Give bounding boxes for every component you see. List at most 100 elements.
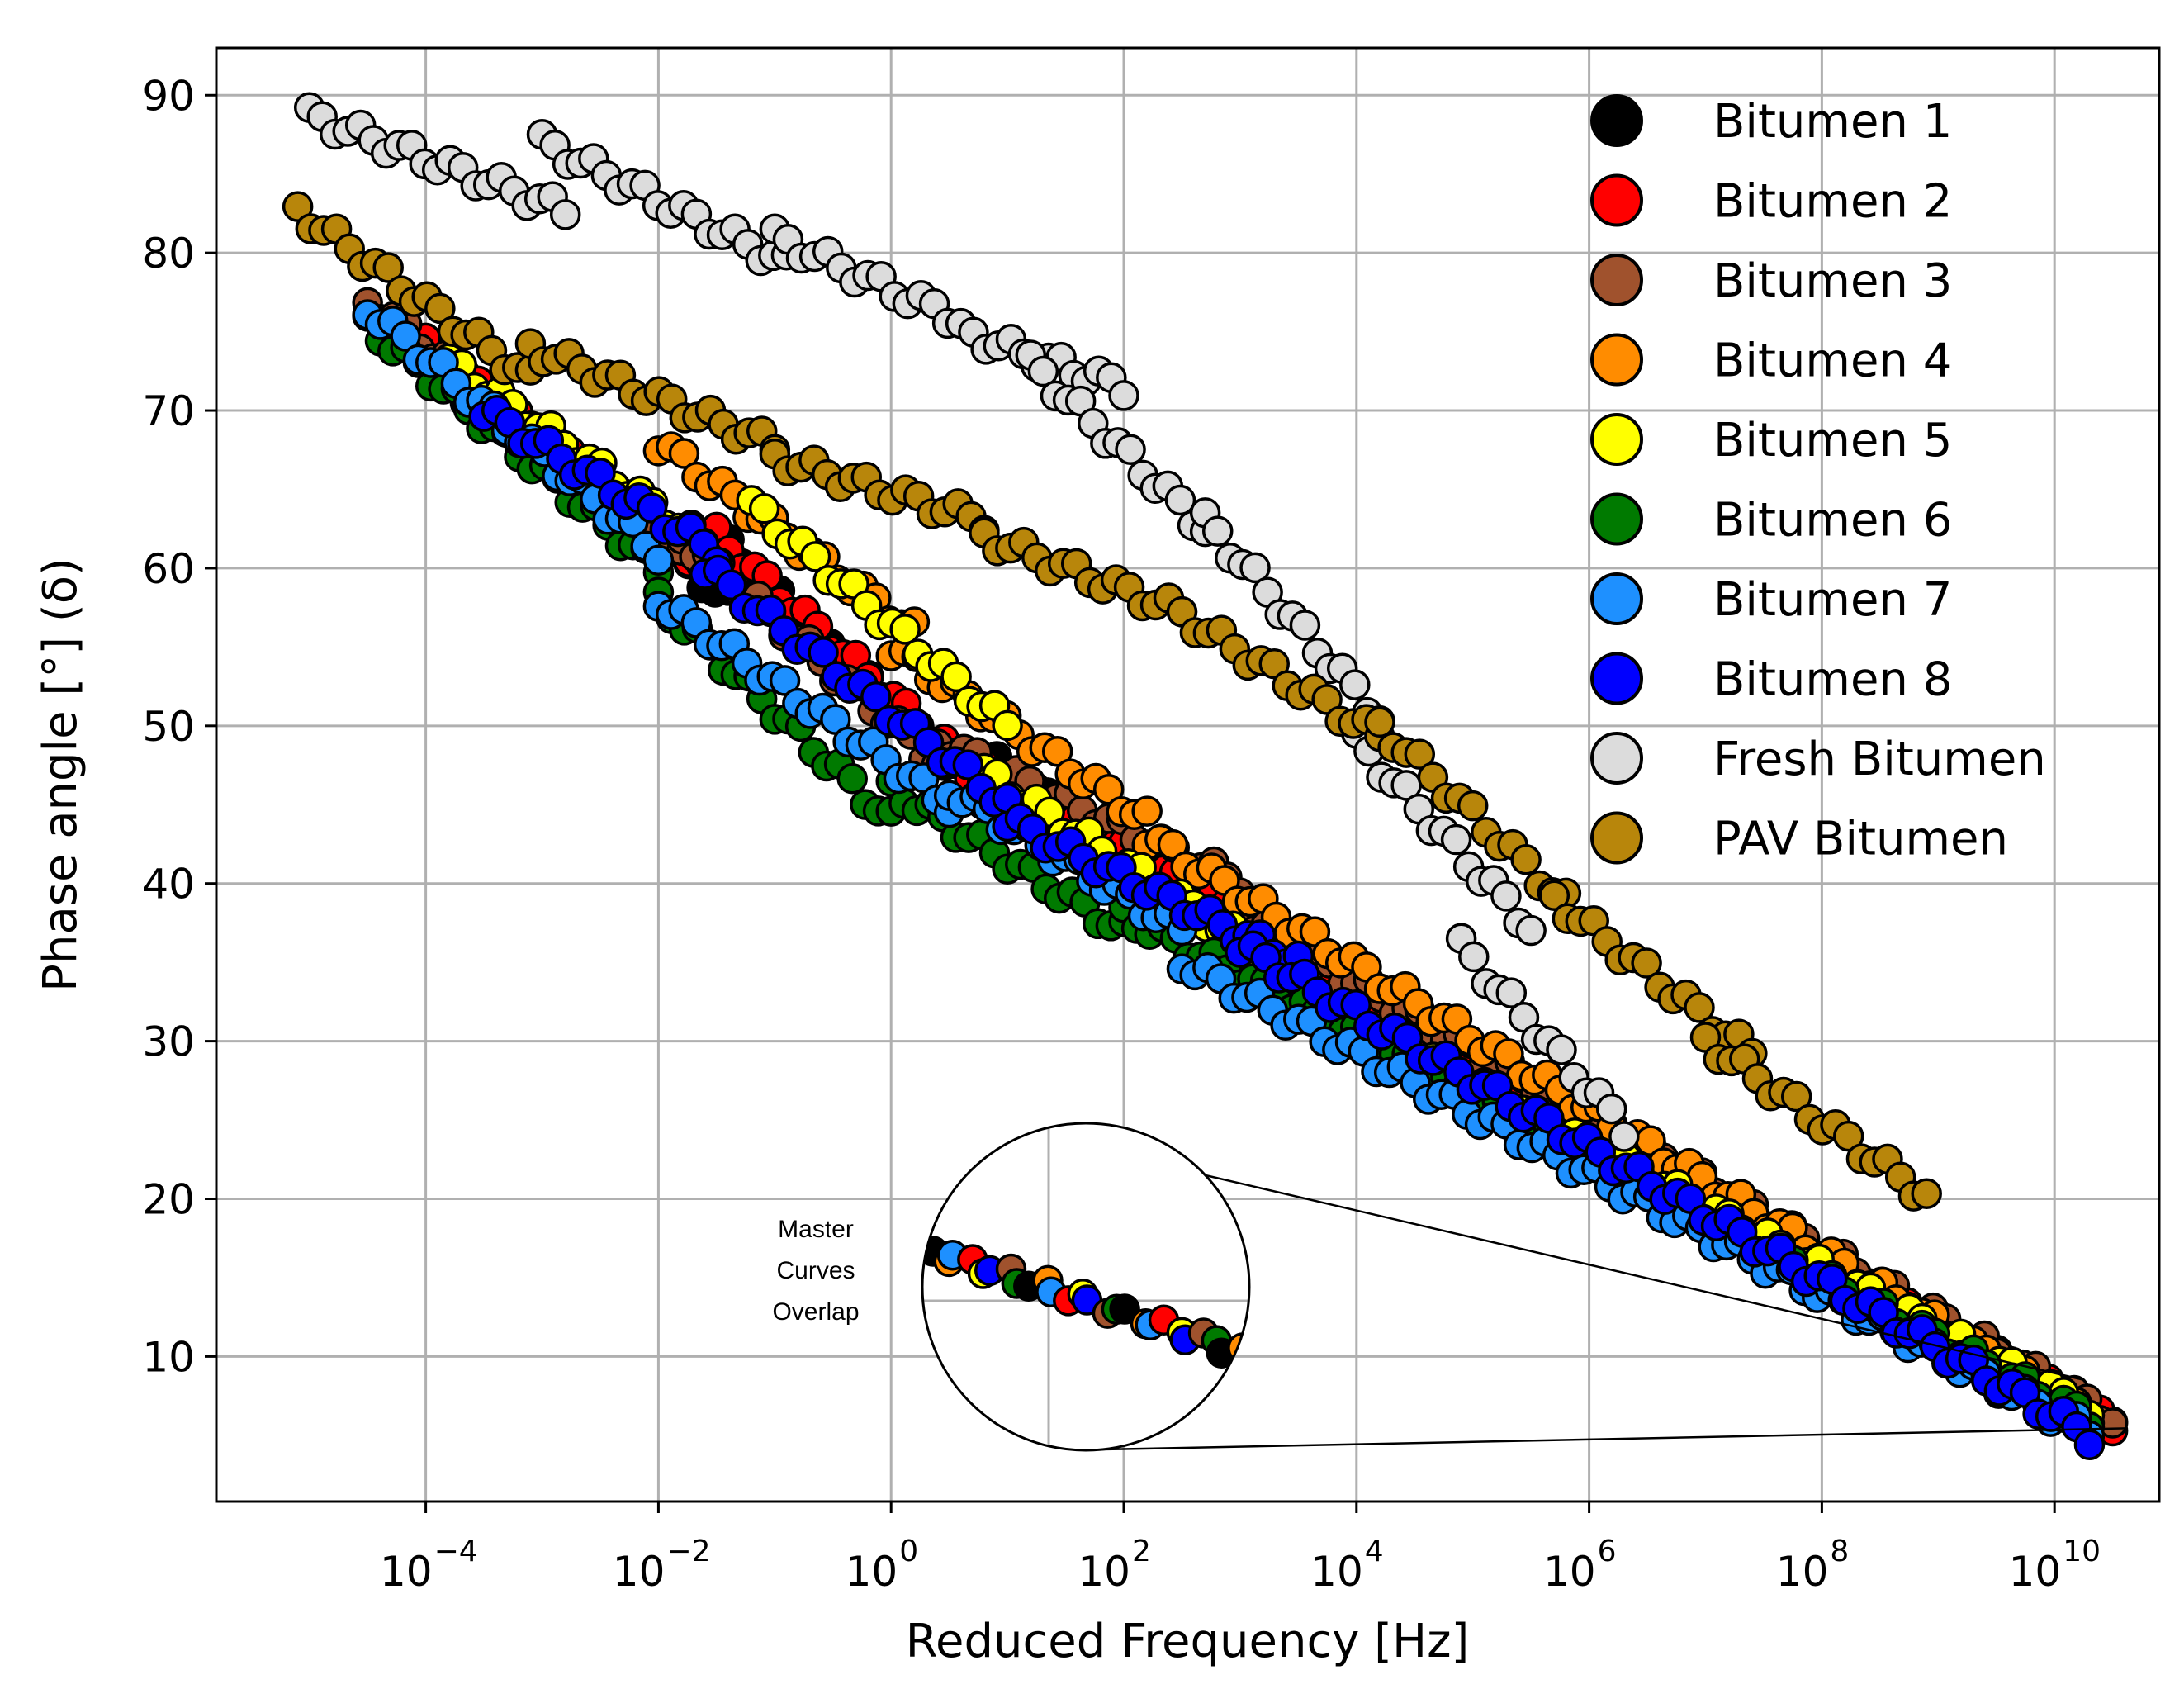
annotation-line: Overlap (772, 1298, 859, 1326)
series-pav-bitumen (282, 191, 1942, 1212)
data-point (1108, 380, 1139, 411)
data-point (940, 661, 972, 693)
legend-marker (1590, 413, 1643, 466)
x-tick-exponent: 8 (1830, 1535, 1849, 1568)
data-point (1201, 515, 1234, 547)
x-axis-label: Reduced Frequency [Hz] (906, 1615, 1470, 1668)
x-tick-base: 10 (846, 1548, 898, 1596)
legend-label: Bitumen 5 (1713, 414, 1952, 467)
x-tick-base: 10 (1543, 1548, 1596, 1596)
data-point (1515, 914, 1547, 947)
data-point (1608, 1121, 1640, 1152)
data-point (1538, 880, 1570, 912)
zoom-connector-line (1205, 1174, 2085, 1382)
legend-label: Bitumen 2 (1713, 175, 1952, 229)
series-fresh-bitumen (293, 92, 1640, 1152)
annotation-line: Master (778, 1216, 854, 1243)
legend-label: Bitumen 1 (1713, 95, 1952, 149)
legend-marker (1590, 333, 1643, 387)
data-point (1495, 977, 1528, 1008)
data-point (1131, 795, 1163, 827)
x-tick-label: 10 −2 (613, 1535, 711, 1596)
data-point (1339, 669, 1371, 700)
y-tick-label: 60 (142, 545, 195, 593)
data-point (1490, 880, 1522, 912)
data-point (390, 320, 421, 352)
zoom-inset (921, 1122, 2126, 1452)
y-tick-label: 70 (142, 387, 195, 435)
x-tick-label: 10 −4 (380, 1535, 478, 1596)
annotation-line: Curves (776, 1257, 855, 1284)
data-point (799, 541, 831, 572)
x-tick-label: 10 8 (1776, 1535, 1850, 1596)
data-point (1457, 790, 1489, 822)
data-point (1458, 941, 1490, 973)
data-point (992, 709, 1023, 742)
x-tick-exponent: −4 (434, 1535, 478, 1568)
data-point (1911, 1178, 1942, 1209)
y-tick-label: 40 (142, 861, 195, 909)
data-point (1631, 947, 1662, 979)
x-tick-label: 10 6 (1543, 1535, 1617, 1596)
legend-label: PAV Bitumen (1713, 813, 2008, 866)
zoom-data-point (1109, 1293, 1140, 1325)
data-point (549, 199, 581, 230)
y-tick-label: 30 (142, 1018, 195, 1066)
data-point (642, 544, 675, 576)
legend-marker (1590, 94, 1643, 147)
legend-marker (1590, 173, 1643, 227)
legend-marker (1590, 652, 1643, 705)
x-tick-label: 10 4 (1310, 1535, 1384, 1596)
x-tick-label: 10 10 (2009, 1535, 2101, 1596)
data-point (889, 614, 921, 645)
data-point (715, 569, 747, 601)
data-point (836, 763, 868, 795)
data-point (1115, 434, 1146, 465)
data-point (1832, 1120, 1864, 1152)
x-tick-base: 10 (1078, 1548, 1130, 1596)
x-tick-base: 10 (2009, 1548, 2062, 1596)
legend: Bitumen 1 Bitumen 2 Bitumen 3 Bitumen 4 Bitu… (1590, 94, 2046, 866)
y-tick-label: 20 (142, 1175, 195, 1223)
data-point (1595, 1093, 1627, 1125)
y-tick-label: 50 (142, 703, 195, 751)
data-point (748, 493, 780, 524)
data-point (1440, 823, 1472, 856)
legend-label: Bitumen 4 (1713, 334, 1952, 388)
data-point (1546, 1034, 1577, 1065)
data-point (1684, 992, 1715, 1023)
y-tick-label: 80 (142, 230, 195, 278)
plot-frame (215, 46, 2161, 1503)
data-point (1164, 484, 1196, 516)
x-tick-exponent: 10 (2063, 1535, 2101, 1568)
legend-label: Bitumen 6 (1713, 494, 1952, 548)
legend-marker (1590, 254, 1643, 306)
x-tick-base: 10 (380, 1548, 433, 1596)
x-tick-label: 10 0 (846, 1535, 919, 1596)
legend-label: Bitumen 7 (1713, 573, 1952, 627)
x-tick-exponent: 6 (1598, 1535, 1617, 1568)
data-point (2073, 1429, 2106, 1461)
y-axis-label: Phase angle [°] (δ) (34, 557, 88, 992)
x-tick-exponent: 0 (899, 1535, 918, 1568)
y-tick-label: 10 (142, 1333, 195, 1381)
x-tick-label: 10 2 (1078, 1535, 1151, 1596)
x-tick-exponent: −2 (666, 1535, 710, 1568)
data-point (372, 252, 404, 283)
legend-label: Bitumen 8 (1713, 653, 1952, 707)
legend-marker (1590, 572, 1643, 625)
data-point (1780, 1080, 1812, 1113)
legend-marker (1590, 811, 1643, 865)
x-tick-exponent: 4 (1365, 1535, 1384, 1568)
data-points (282, 92, 2129, 1461)
series-bitumen-8 (468, 394, 2106, 1461)
legend-marker (1590, 732, 1643, 785)
legend-marker (1590, 492, 1643, 546)
data-point (808, 637, 839, 668)
x-tick-base: 10 (1776, 1548, 1829, 1596)
data-point (1404, 738, 1436, 770)
master-curves-overlap-annotation: Master Curves Overlap (772, 1216, 859, 1326)
data-point (952, 749, 984, 780)
